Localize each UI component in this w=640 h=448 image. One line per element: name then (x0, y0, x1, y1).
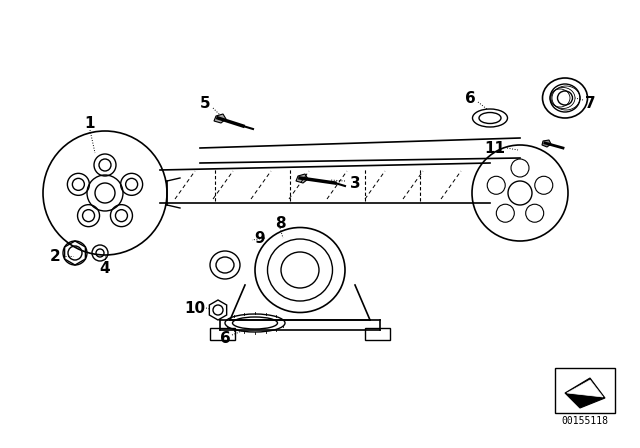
Text: 10: 10 (184, 301, 205, 315)
Text: 4: 4 (100, 260, 110, 276)
Polygon shape (565, 378, 605, 408)
Polygon shape (296, 174, 308, 183)
Bar (555, 368, 615, 413)
Text: 11: 11 (484, 141, 506, 155)
Text: 9: 9 (255, 231, 266, 246)
Polygon shape (567, 380, 603, 397)
Text: 8: 8 (275, 215, 285, 231)
Polygon shape (214, 114, 226, 123)
Text: 00155118: 00155118 (561, 416, 609, 426)
Text: 6: 6 (220, 331, 230, 345)
Polygon shape (542, 140, 551, 147)
Text: 5: 5 (200, 95, 211, 111)
Text: 3: 3 (349, 176, 360, 190)
Text: 2: 2 (50, 249, 60, 263)
Text: 1: 1 (84, 116, 95, 130)
Text: 7: 7 (585, 95, 595, 111)
Text: 6: 6 (465, 90, 476, 105)
